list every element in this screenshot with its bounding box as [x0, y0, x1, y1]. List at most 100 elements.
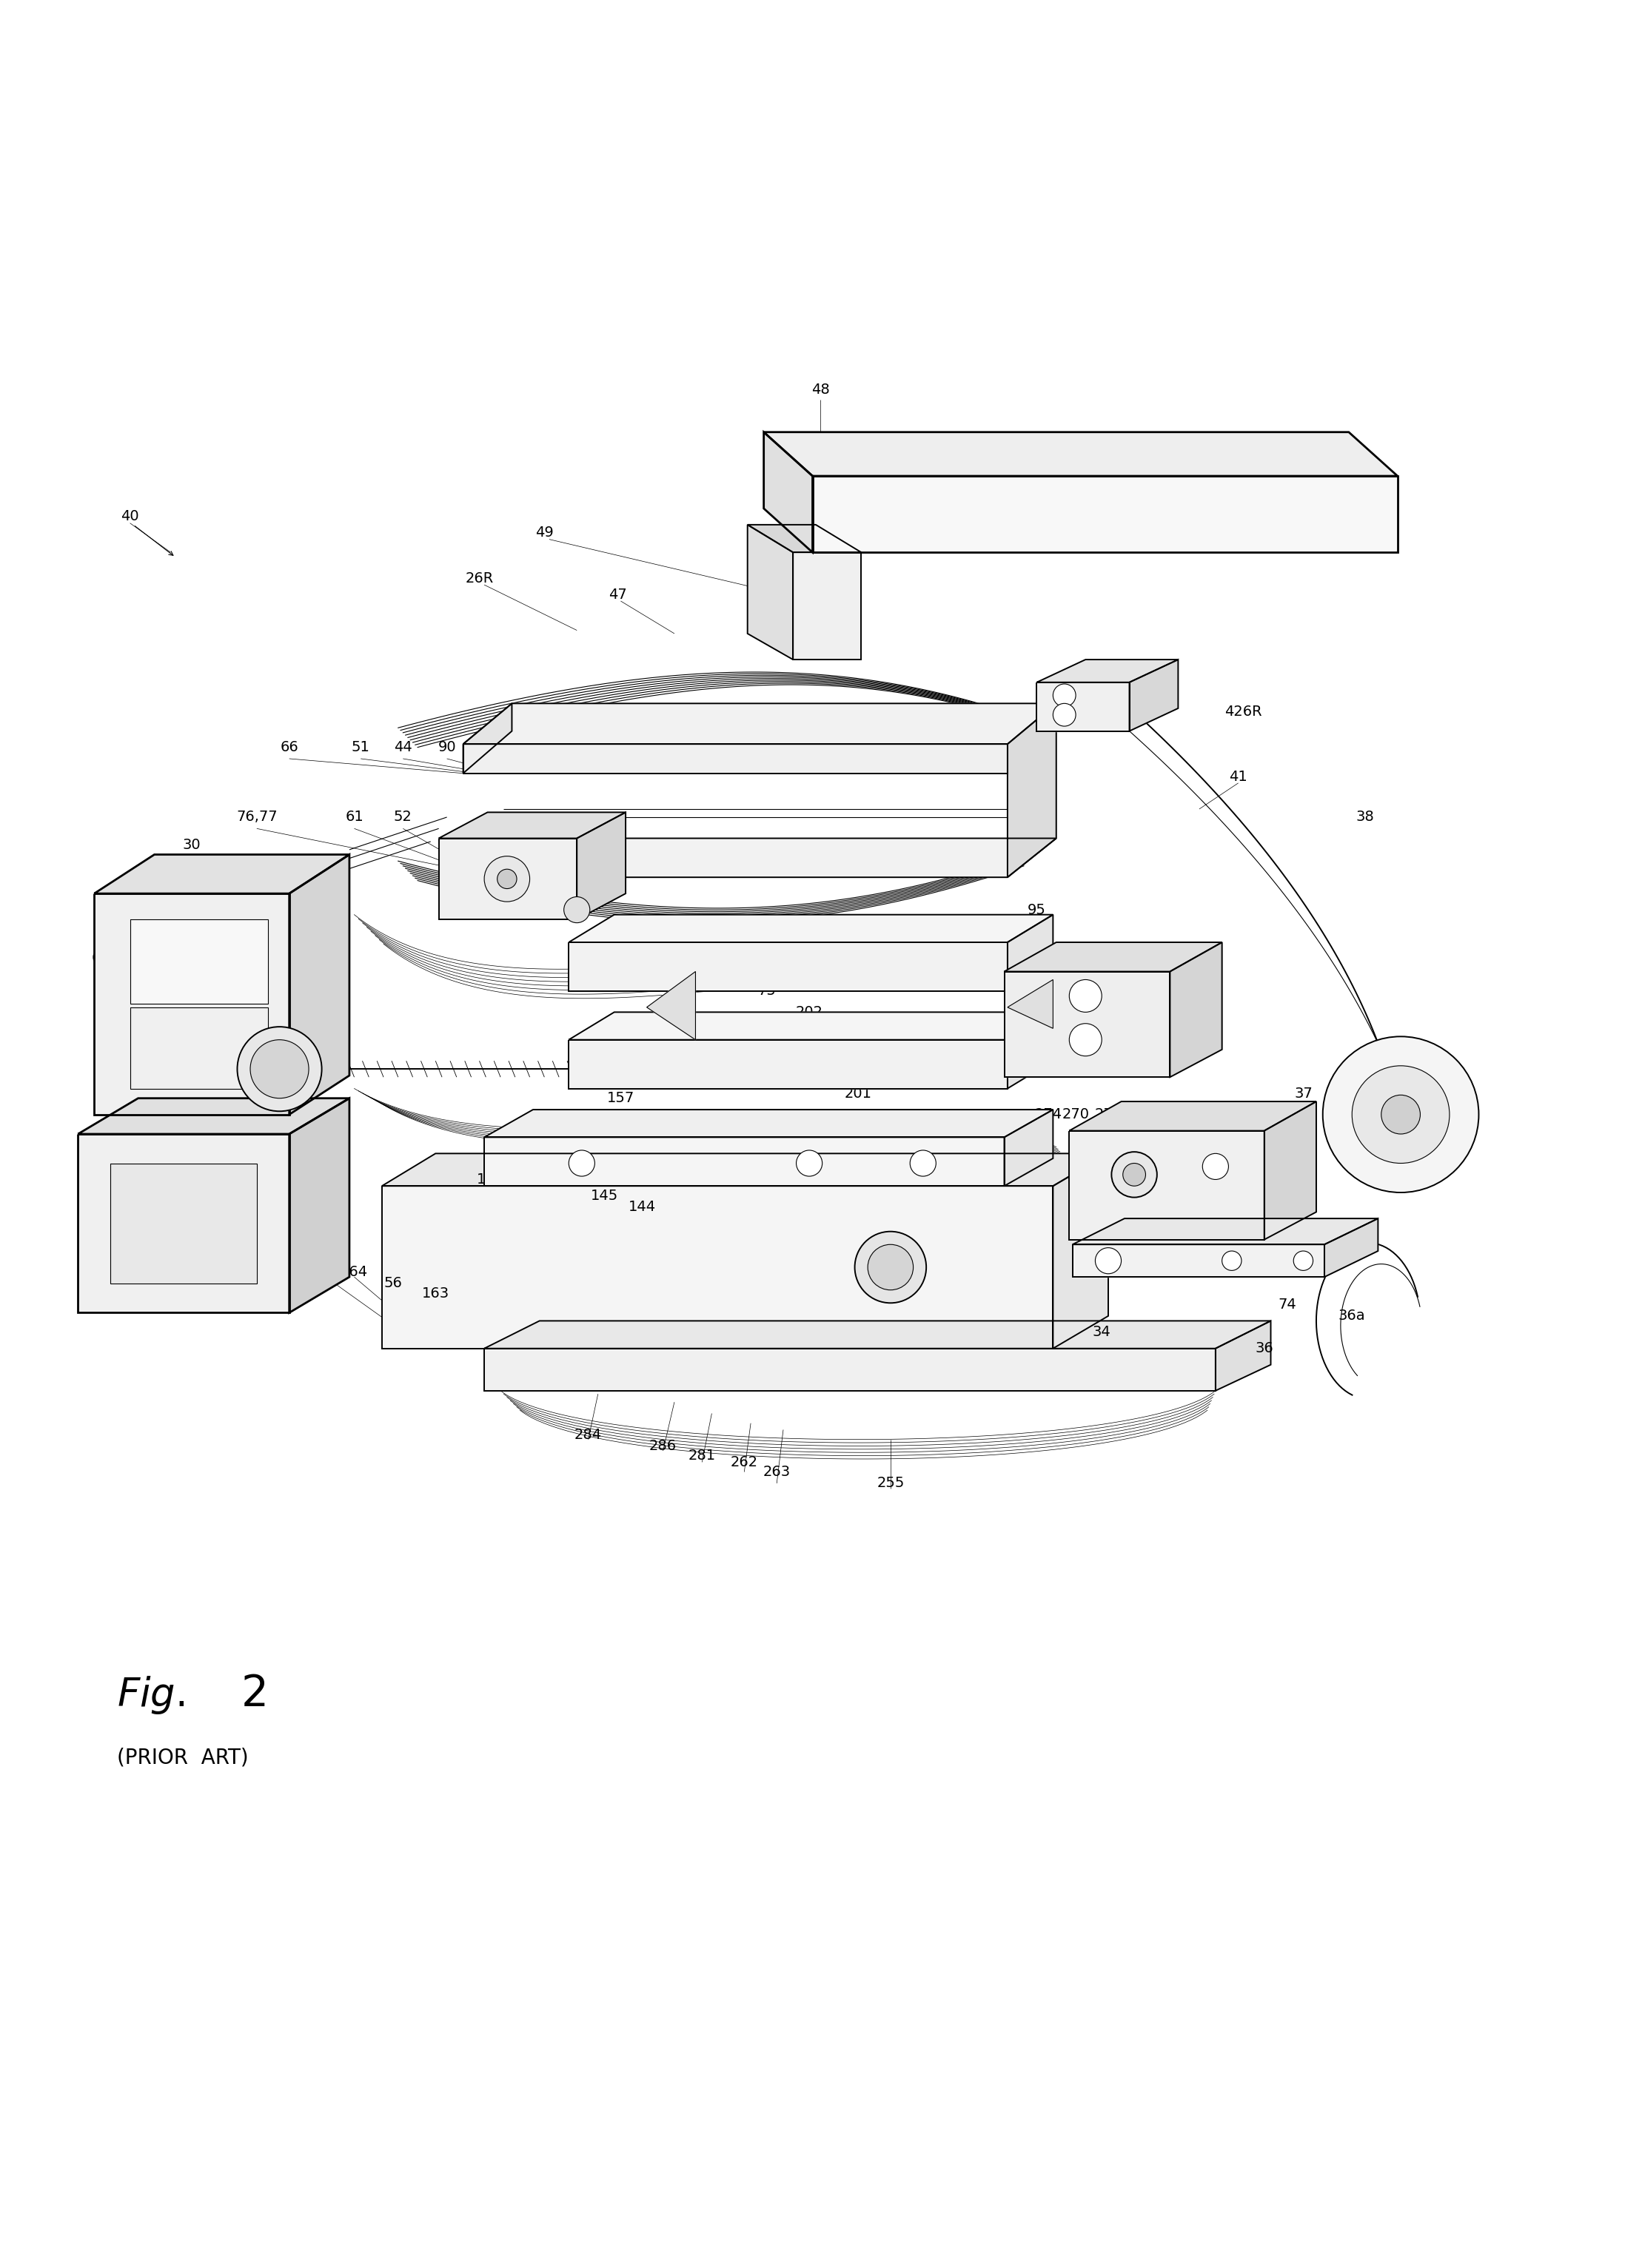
- Text: 268A: 268A: [1219, 1168, 1258, 1182]
- Text: 64: 64: [91, 953, 111, 966]
- Polygon shape: [78, 1098, 349, 1134]
- Text: 60: 60: [302, 1254, 322, 1268]
- Polygon shape: [1170, 941, 1222, 1077]
- Text: 426R: 426R: [1224, 705, 1263, 719]
- Text: 76: 76: [247, 1070, 266, 1084]
- Polygon shape: [569, 1039, 1008, 1089]
- Polygon shape: [463, 839, 512, 903]
- Text: 72: 72: [319, 875, 338, 889]
- Polygon shape: [793, 553, 861, 660]
- Polygon shape: [1008, 1012, 1053, 1089]
- Polygon shape: [1004, 1109, 1053, 1186]
- Polygon shape: [289, 855, 349, 1114]
- Polygon shape: [1008, 703, 1056, 878]
- Text: 268: 268: [1190, 1157, 1216, 1170]
- Circle shape: [1202, 1154, 1229, 1179]
- Text: 202: 202: [796, 1005, 822, 1018]
- Circle shape: [1222, 1252, 1242, 1270]
- Text: 141: 141: [478, 1173, 504, 1186]
- Polygon shape: [463, 744, 1008, 773]
- Polygon shape: [1072, 1218, 1378, 1245]
- Polygon shape: [463, 839, 1056, 878]
- Polygon shape: [577, 812, 626, 919]
- Polygon shape: [748, 524, 793, 660]
- Circle shape: [1069, 980, 1102, 1012]
- Polygon shape: [764, 433, 1398, 476]
- Circle shape: [1294, 1252, 1313, 1270]
- Polygon shape: [382, 1154, 1108, 1186]
- Circle shape: [796, 1150, 822, 1177]
- Polygon shape: [1008, 914, 1053, 991]
- Text: 56: 56: [384, 1277, 403, 1290]
- Polygon shape: [1004, 941, 1222, 971]
- Text: 163: 163: [423, 1286, 449, 1300]
- Text: 49: 49: [535, 526, 554, 540]
- Text: 266: 266: [1268, 1184, 1294, 1198]
- Text: 74: 74: [1277, 1297, 1297, 1311]
- Circle shape: [868, 1245, 913, 1290]
- Polygon shape: [1129, 660, 1178, 730]
- Circle shape: [1381, 1095, 1420, 1134]
- Polygon shape: [1069, 1132, 1264, 1241]
- Text: 286: 286: [650, 1438, 676, 1454]
- Polygon shape: [1324, 1218, 1378, 1277]
- Text: 59: 59: [832, 1055, 851, 1068]
- Polygon shape: [647, 971, 696, 1039]
- Polygon shape: [289, 1098, 349, 1313]
- Text: 52: 52: [393, 810, 413, 823]
- Text: 262: 262: [731, 1456, 757, 1470]
- Polygon shape: [78, 1134, 289, 1313]
- Text: 263: 263: [764, 1465, 790, 1479]
- Text: 270: 270: [1063, 1107, 1089, 1123]
- Text: 43: 43: [881, 946, 900, 959]
- Text: 144: 144: [629, 1200, 655, 1213]
- Polygon shape: [439, 839, 577, 919]
- Text: 140: 140: [1003, 1021, 1029, 1036]
- Text: $\mathit{2}$: $\mathit{2}$: [240, 1674, 265, 1715]
- Text: 34: 34: [1092, 1325, 1112, 1338]
- Circle shape: [1053, 703, 1076, 726]
- Polygon shape: [94, 894, 289, 1114]
- Circle shape: [1069, 1023, 1102, 1057]
- Text: 157: 157: [608, 1091, 634, 1105]
- Text: 53: 53: [725, 973, 744, 987]
- Circle shape: [250, 1039, 309, 1098]
- Text: 26R: 26R: [465, 572, 494, 585]
- Text: 284: 284: [575, 1427, 601, 1442]
- Polygon shape: [812, 476, 1398, 553]
- Polygon shape: [111, 1163, 257, 1284]
- Circle shape: [1053, 685, 1076, 708]
- Text: 66: 66: [280, 739, 299, 755]
- Polygon shape: [569, 1012, 1053, 1039]
- Text: 75: 75: [757, 984, 777, 998]
- Polygon shape: [1037, 660, 1178, 683]
- Polygon shape: [484, 1136, 1004, 1186]
- Circle shape: [1323, 1036, 1479, 1193]
- Polygon shape: [130, 1007, 268, 1089]
- Text: 36a: 36a: [1339, 1309, 1365, 1322]
- Text: 47: 47: [608, 587, 627, 601]
- Text: 48: 48: [811, 383, 830, 397]
- Text: 51: 51: [351, 739, 371, 755]
- Polygon shape: [1216, 1320, 1271, 1390]
- Polygon shape: [382, 1186, 1053, 1349]
- Polygon shape: [484, 1320, 1271, 1349]
- Text: 95: 95: [1027, 903, 1046, 916]
- Circle shape: [1095, 1247, 1121, 1275]
- Polygon shape: [1072, 1245, 1324, 1277]
- Text: 45: 45: [1103, 701, 1123, 714]
- Polygon shape: [764, 433, 812, 553]
- Polygon shape: [748, 524, 861, 553]
- Circle shape: [237, 1027, 322, 1111]
- Circle shape: [569, 1150, 595, 1177]
- Polygon shape: [1053, 1154, 1108, 1349]
- Circle shape: [1123, 1163, 1146, 1186]
- Polygon shape: [569, 914, 1053, 941]
- Text: (PRIOR  ART): (PRIOR ART): [117, 1746, 249, 1767]
- Text: 142: 142: [878, 1055, 904, 1068]
- Text: 26R: 26R: [184, 968, 213, 982]
- Text: 36: 36: [1254, 1340, 1274, 1356]
- Polygon shape: [1069, 1102, 1316, 1132]
- Text: 76,77: 76,77: [236, 810, 278, 823]
- Text: 44: 44: [393, 739, 413, 755]
